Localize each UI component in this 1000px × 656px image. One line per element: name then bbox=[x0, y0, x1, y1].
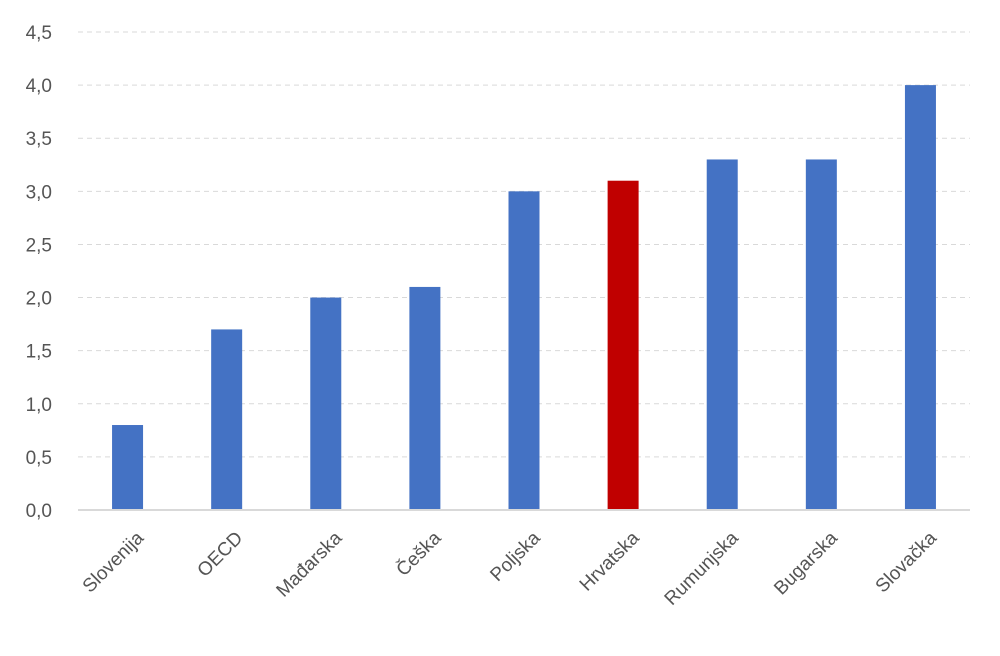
y-tick-label: 1,5 bbox=[26, 342, 52, 363]
x-category-label: Poljska bbox=[486, 527, 544, 585]
bar-0 bbox=[112, 425, 144, 510]
x-category-label: Mađarska bbox=[273, 527, 347, 601]
x-category-label: Slovačka bbox=[872, 527, 942, 597]
y-tick-label: 2,0 bbox=[26, 289, 52, 310]
y-tick-label: 3,5 bbox=[26, 129, 52, 150]
x-category-label: Slovenija bbox=[79, 527, 149, 597]
y-tick-label: 0,0 bbox=[26, 501, 52, 522]
x-category-label: Rumunjska bbox=[661, 527, 743, 609]
x-category-label: Bugarska bbox=[770, 527, 842, 599]
x-category-label: Hrvatska bbox=[576, 527, 644, 595]
y-tick-label: 0,5 bbox=[26, 448, 52, 469]
bar-2 bbox=[310, 297, 342, 510]
bars bbox=[112, 85, 936, 511]
y-tick-label: 2,5 bbox=[26, 235, 52, 256]
y-tick-label: 3,0 bbox=[26, 182, 52, 203]
x-category-label: OECD bbox=[194, 528, 248, 582]
x-category-label: Češka bbox=[392, 527, 446, 581]
y-tick-label: 4,0 bbox=[26, 76, 52, 97]
bar-1 bbox=[211, 329, 243, 510]
y-tick-label: 1,0 bbox=[26, 395, 52, 416]
bar-5 bbox=[607, 180, 639, 510]
bar-4 bbox=[508, 191, 540, 511]
bar-3 bbox=[409, 286, 441, 510]
bar-6 bbox=[706, 159, 738, 510]
labels: 0,0 0,5 1,0 1,5 2,0 2,5 3,0 3,5 4,0 4,5 Slovenija O… bbox=[26, 23, 942, 610]
y-tick-label: 4,5 bbox=[26, 23, 52, 44]
bar-8 bbox=[904, 85, 936, 510]
bar-7 bbox=[805, 159, 837, 510]
